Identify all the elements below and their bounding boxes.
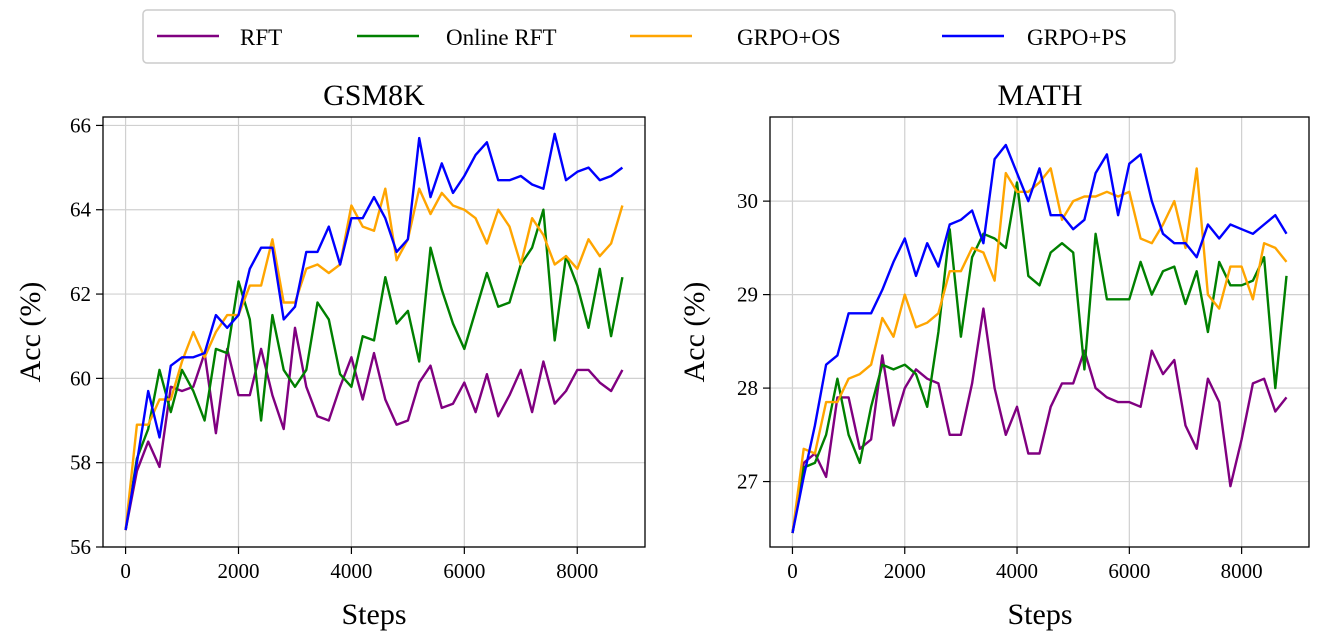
series-line-rft (124, 326, 624, 531)
y-tick-label: 27 (737, 470, 758, 494)
legend-label-grpo-ps: GRPO+PS (1027, 25, 1127, 50)
chart-math: MATH 0 2000 4000 6000 8000 27 28 29 30 Steps Acc… (678, 79, 1310, 631)
plot-frame-math (769, 116, 1310, 548)
x-tick-label: 2000 (218, 559, 260, 583)
y-axis-label-math: Acc (%) (678, 282, 711, 383)
grid-math (770, 117, 1309, 547)
x-tick-label: 0 (120, 559, 131, 583)
series-line-grpo-ps (791, 143, 1288, 534)
y-tick-label: 64 (70, 198, 92, 222)
legend-label-rft: RFT (240, 25, 282, 50)
x-tick-label: 0 (787, 559, 798, 583)
x-tick-label: 4000 (996, 559, 1038, 583)
y-tick-label: 56 (70, 535, 91, 559)
x-tick-label: 8000 (556, 559, 598, 583)
series-line-grpo-os (124, 187, 624, 531)
plot-area-gsm8k (103, 117, 645, 547)
y-tick-label: 29 (737, 283, 758, 307)
y-tick-label: 30 (737, 189, 758, 213)
y-tick-label: 66 (70, 113, 91, 137)
chart-gsm8k: GSM8K 0 2000 4000 6000 8000 56 58 60 62 64 66 Step… (14, 79, 646, 631)
chart-title-math: MATH (997, 79, 1082, 112)
y-tick-label: 60 (70, 366, 91, 390)
series-line-online-rft (791, 181, 1288, 534)
plot-area-math (770, 117, 1309, 547)
x-axis-label-gsm8k: Steps (341, 598, 406, 631)
series-gsm8k (124, 132, 624, 531)
series-line-online-rft (124, 208, 624, 531)
legend-label-online-rft: Online RFT (446, 25, 557, 50)
y-tick-label: 58 (70, 451, 91, 475)
series-line-grpo-ps (124, 132, 624, 531)
ticks-math: 0 2000 4000 6000 8000 27 28 29 30 (737, 189, 1263, 583)
x-tick-label: 6000 (443, 559, 485, 583)
legend: RFT Online RFT GRPO+OS GRPO+PS (142, 9, 1176, 64)
x-tick-label: 4000 (330, 559, 372, 583)
series-math (791, 143, 1288, 534)
x-tick-label: 6000 (1108, 559, 1150, 583)
series-line-rft (791, 307, 1288, 534)
legend-label-grpo-os: GRPO+OS (737, 25, 841, 50)
y-tick-label: 28 (737, 376, 758, 400)
series-line-grpo-os (791, 167, 1288, 534)
ticks-gsm8k: 0 2000 4000 6000 8000 56 58 60 62 64 66 (70, 113, 598, 583)
chart-title-gsm8k: GSM8K (323, 79, 425, 112)
x-tick-label: 8000 (1221, 559, 1263, 583)
x-tick-label: 2000 (884, 559, 926, 583)
plot-frame-gsm8k (102, 116, 646, 548)
y-tick-label: 62 (70, 282, 91, 306)
y-axis-label-gsm8k: Acc (%) (14, 282, 47, 383)
x-axis-label-math: Steps (1007, 598, 1072, 631)
